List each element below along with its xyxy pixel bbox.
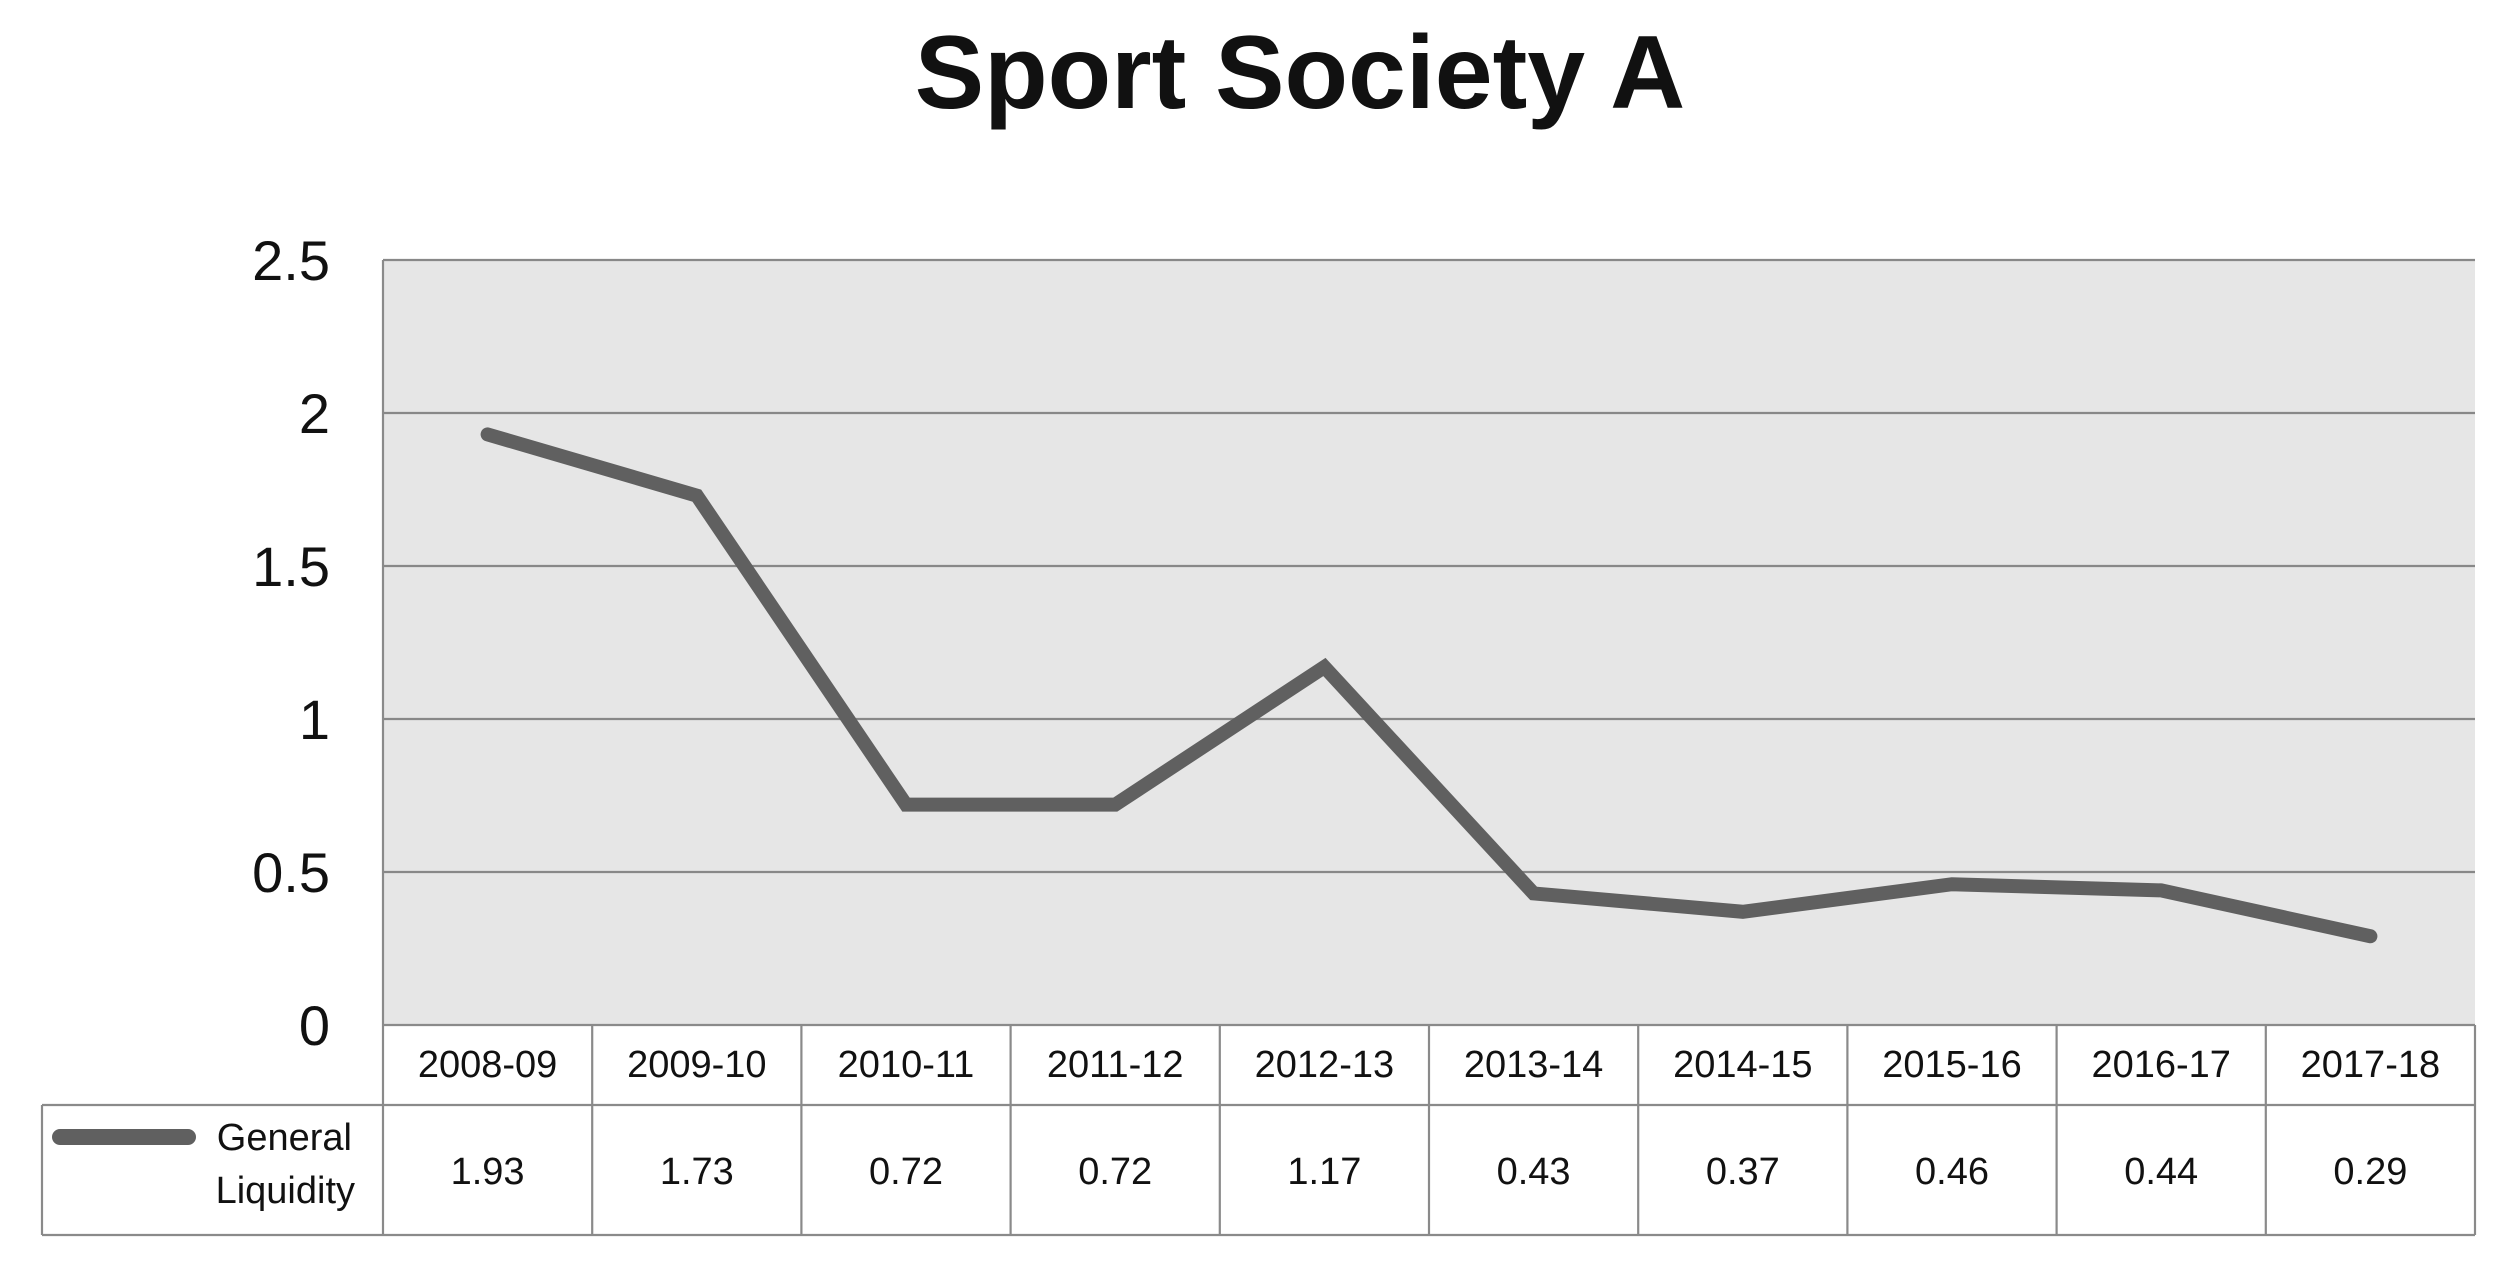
data-label: 1.17: [1287, 1151, 1361, 1193]
data-label: 1.93: [451, 1151, 525, 1193]
legend-label: General: [217, 1117, 352, 1159]
gridlines: [381, 258, 2475, 1025]
y-tick-label: 1: [299, 688, 330, 751]
x-tick-label: 2012-13: [1255, 1044, 1394, 1086]
x-tick-label: 2010-11: [838, 1044, 975, 1086]
chart-title: Sport Society A: [915, 15, 1686, 131]
data-label: 0.37: [1706, 1151, 1780, 1193]
series-lines: [480, 427, 2378, 944]
x-tick-label: 2017-18: [2301, 1044, 2440, 1086]
data-label: 0.46: [1915, 1151, 1989, 1193]
x-tick-label: 2011-12: [1047, 1044, 1184, 1086]
data-label: 0.44: [2124, 1151, 2198, 1193]
y-tick-label: 0: [299, 994, 330, 1057]
y-tick-label: 0.5: [252, 841, 330, 904]
x-tick-label: 2016-17: [2091, 1044, 2230, 1086]
y-tick-label: 2: [299, 382, 330, 445]
plot-area: [383, 260, 2475, 1025]
data-label: 0.72: [1078, 1151, 1152, 1193]
data-label: 0.29: [2333, 1151, 2407, 1193]
data-label: 0.43: [1497, 1151, 1571, 1193]
legend-label: Liquidity: [216, 1170, 355, 1212]
x-tick-label: 2009-10: [627, 1044, 766, 1086]
x-tick-label: 2014-15: [1673, 1044, 1812, 1086]
data-label: 0.72: [869, 1151, 943, 1193]
y-axis-ticks: 0 0.5 1 1.5 2 2.5: [252, 229, 330, 1057]
x-tick-label: 2015-16: [1882, 1044, 2021, 1086]
y-tick-label: 1.5: [252, 535, 330, 598]
data-table: 2008-09 2009-10 2010-11 2011-12 2012-13 2013-…: [40, 1023, 2477, 1237]
x-tick-label: 2008-09: [418, 1044, 557, 1086]
series-line: [480, 427, 2378, 944]
x-tick-label: 2013-14: [1464, 1044, 1603, 1086]
data-label: 1.73: [660, 1151, 734, 1193]
y-tick-label: 2.5: [252, 229, 330, 292]
